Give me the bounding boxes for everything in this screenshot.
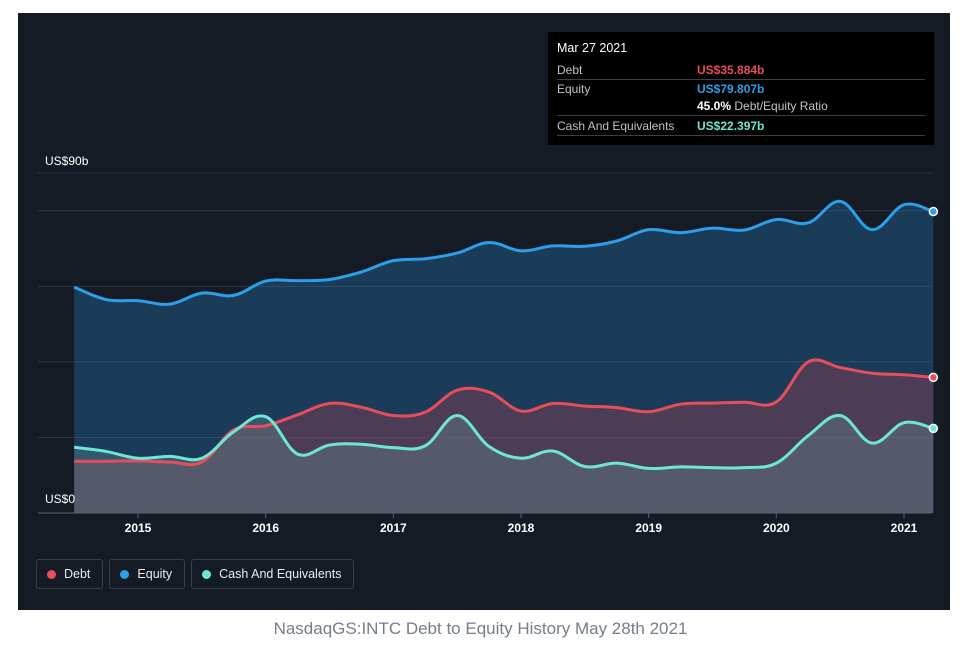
tooltip-debt-label: Debt [557,63,583,77]
end-marker-cash-and-equivalents [928,423,939,434]
legend-item-cash[interactable]: Cash And Equivalents [191,559,355,589]
tooltip-debt-value: US$35.884b [697,63,765,77]
area-cash-and-equivalents [74,415,934,513]
area-debt [74,359,934,513]
line-cash-and-equivalents [73,414,934,471]
x-tick-label: 2019 [635,521,662,535]
end-marker-equity [928,206,939,217]
series-areas [74,201,934,513]
x-tick-label: 2015 [125,521,152,535]
legend-label-cash: Cash And Equivalents [219,567,342,581]
end-markers [928,206,939,434]
tooltip-equity-value: US$79.807b [697,82,765,96]
x-tick-label: 2018 [508,521,535,535]
chart-caption: NasdaqGS:INTC Debt to Equity History May… [273,619,688,638]
legend: Debt Equity Cash And Equivalents [36,559,355,591]
x-tick-label: 2016 [252,521,279,535]
x-tick-label: 2020 [763,521,790,535]
tooltip: Mar 27 2021 Debt US$35.884b Equity US$79… [548,32,934,145]
x-tick-label: 2017 [380,521,407,535]
legend-label-debt: Debt [64,567,91,581]
legend-item-debt[interactable]: Debt [36,559,104,589]
x-axis-ticks: 2015 2016 2017 2018 2019 2020 2021 [38,512,932,535]
legend-item-equity[interactable]: Equity [109,559,186,589]
tooltip-ratio: 45.0% Debt/Equity Ratio [697,99,828,113]
y-axis-top-label: US$90b [45,154,89,168]
chart-panel: 2015 2016 2017 2018 2019 2020 2021 US$90b US$0… [18,13,950,610]
tooltip-ratio-value: 45.0% [697,99,732,113]
x-tick-label: 2021 [891,521,918,535]
tooltip-date: Mar 27 2021 [557,41,628,55]
y-axis-bottom-label: US$0 [45,492,76,506]
tooltip-cash-value: US$22.397b [697,119,765,133]
tooltip-row-equity: Equity US$79.807b [557,79,925,98]
tooltip-divider [557,115,925,116]
line-equity [73,199,934,306]
equity-dot-icon [120,569,130,579]
tooltip-cash-label: Cash And Equivalents [557,119,675,133]
tooltip-row-cash: Cash And Equivalents US$22.397b [557,116,925,136]
tooltip-row-debt: Debt US$35.884b [557,60,925,80]
legend-label-equity: Equity [137,567,173,581]
end-marker-debt [928,372,939,383]
chart-plot: 2015 2016 2017 2018 2019 2020 2021 [38,172,939,535]
debt-dot-icon [47,569,56,579]
series-lines [73,199,934,471]
tooltip-ratio-label: Debt/Equity Ratio [734,99,828,113]
tooltip-equity-label: Equity [557,82,591,96]
area-equity [74,201,934,513]
cash-dot-icon [202,569,212,579]
